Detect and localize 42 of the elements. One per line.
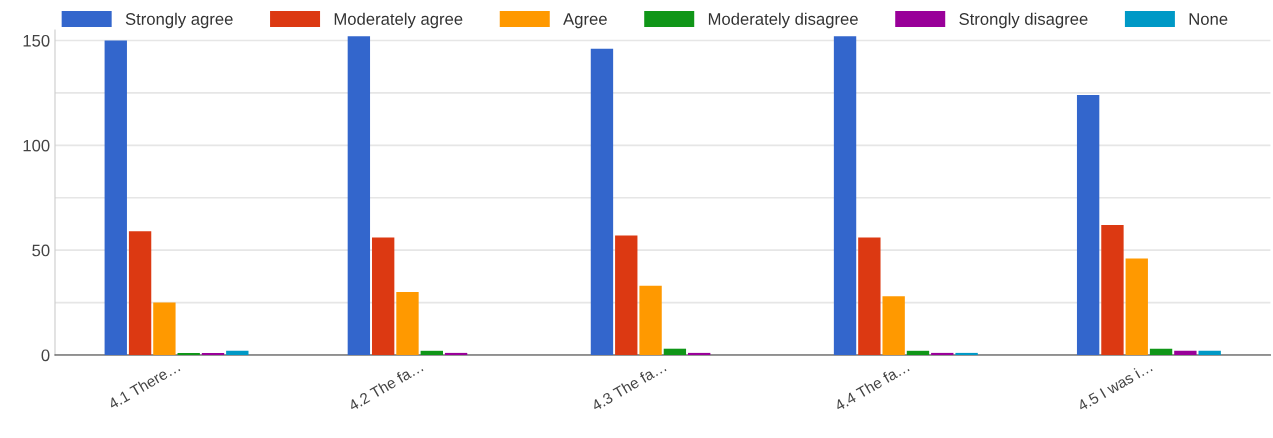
y-tick-label: 150: [23, 34, 50, 47]
bar: [396, 292, 419, 355]
bar: [1198, 350, 1221, 355]
bar: [858, 237, 881, 355]
y-tick-label: 0: [41, 349, 50, 362]
bar: [833, 36, 857, 355]
bar: [177, 352, 200, 355]
legend-label: Moderately agree: [334, 12, 463, 29]
legend-label: Strongly agree: [125, 12, 233, 29]
bar: [371, 237, 395, 355]
bar: [663, 348, 687, 355]
legend-label: Strongly disagree: [959, 12, 1088, 29]
legend-label: None: [1189, 13, 1228, 25]
bar: [688, 352, 711, 355]
bar: [1101, 225, 1124, 355]
bar: [1174, 350, 1197, 355]
y-tick-label: 100: [23, 139, 50, 152]
bar: [226, 350, 249, 355]
bar: [201, 352, 225, 355]
legend-label: Moderately disagree: [708, 12, 858, 29]
bar: [955, 352, 978, 355]
bar: [1149, 348, 1173, 355]
bar: [444, 352, 468, 355]
bar: [931, 352, 954, 355]
bar: [128, 231, 152, 355]
bar: [639, 285, 662, 355]
bar: [1125, 258, 1148, 355]
bar: [153, 302, 176, 355]
bar: [882, 296, 905, 355]
x-tick-label: 4.5 I was i…: [1076, 360, 1153, 412]
y-tick-label: 50: [32, 244, 50, 257]
bar: [104, 40, 127, 355]
bar: [590, 48, 614, 355]
bar: [615, 235, 638, 355]
legend-label: Agree: [563, 13, 607, 29]
bar: [906, 350, 930, 355]
x-tick-label: 4.3 The fa…: [590, 360, 667, 412]
bar: [420, 350, 443, 355]
x-tick-label: 4.4 The fa…: [833, 360, 910, 412]
bar: [347, 36, 371, 355]
bar: [1076, 95, 1100, 355]
x-tick-label: 4.2 The fa…: [347, 360, 424, 412]
